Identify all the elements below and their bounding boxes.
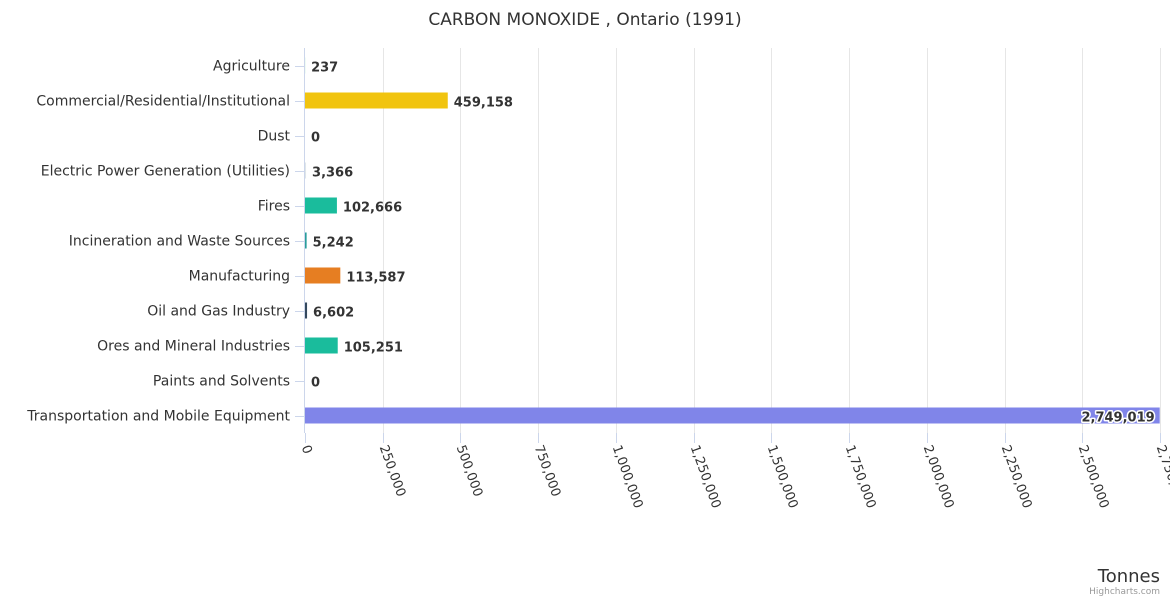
category-label: Ores and Mineral Industries	[97, 339, 290, 355]
bar[interactable]	[305, 92, 448, 109]
category-label: Oil and Gas Industry	[147, 304, 290, 320]
value-axis-tick-labels: 0 250,000 500,000 750,000 1,000,000 1,250,000…	[298, 443, 1170, 510]
category-label: Transportation and Mobile Equipment	[26, 409, 290, 425]
data-label: 237	[311, 61, 338, 76]
data-label: 2,749,019	[1081, 411, 1154, 426]
credits-link[interactable]: Highcharts.com	[1089, 587, 1160, 597]
category-label: Paints and Solvents	[153, 374, 290, 390]
bar[interactable]	[305, 232, 307, 249]
data-labels: 237 459,158 0 3,366 102,666 5,242 113,587 6,602…	[311, 61, 1156, 428]
data-label: 0	[311, 376, 320, 391]
value-axis-tick-label: 250,000	[376, 443, 408, 499]
bar[interactable]	[305, 302, 308, 319]
category-label: Incineration and Waste Sources	[69, 234, 290, 250]
value-axis-tick-label: 2,000,000	[920, 443, 957, 510]
data-label: 0	[311, 131, 320, 146]
data-label: 6,602	[313, 306, 354, 321]
category-ticks	[295, 66, 305, 417]
bar[interactable]	[305, 162, 307, 179]
category-label: Commercial/Residential/Institutional	[36, 94, 290, 110]
value-axis-tick-label: 2,500,000	[1075, 443, 1112, 510]
category-label: Agriculture	[213, 59, 290, 75]
category-label: Fires	[258, 199, 290, 215]
data-label: 113,587	[346, 271, 405, 286]
value-axis-tick-label: 750,000	[531, 443, 563, 499]
bar[interactable]	[305, 337, 338, 354]
gridlines	[305, 48, 1161, 443]
value-axis-tick-label: 500,000	[453, 443, 485, 499]
chart-title: CARBON MONOXIDE , Ontario (1991)	[428, 10, 741, 30]
value-axis-tick-label: 1,000,000	[609, 443, 646, 510]
value-axis-tick-label: 2,750,000	[1153, 443, 1170, 510]
value-axis-tick-label: 2,250,000	[998, 443, 1035, 510]
category-label: Electric Power Generation (Utilities)	[41, 164, 290, 180]
category-label: Dust	[258, 129, 291, 145]
bar[interactable]	[305, 197, 337, 214]
value-axis-tick-label: 1,500,000	[764, 443, 801, 510]
value-axis-tick-label: 0	[298, 443, 315, 456]
data-label: 5,242	[313, 236, 354, 251]
value-axis-tick-label: 1,250,000	[687, 443, 724, 510]
bar[interactable]	[305, 267, 341, 284]
data-label: 102,666	[343, 201, 402, 216]
bar[interactable]	[305, 407, 1160, 424]
category-label: Manufacturing	[189, 269, 290, 285]
value-axis-title: Tonnes	[1097, 566, 1160, 587]
data-label: 105,251	[344, 341, 403, 356]
data-label: 3,366	[312, 166, 353, 181]
data-label: 459,158	[454, 96, 513, 111]
value-axis-tick-label: 1,750,000	[842, 443, 879, 510]
bars	[305, 57, 1160, 424]
category-labels: Agriculture Commercial/Residential/Instit…	[26, 59, 290, 425]
